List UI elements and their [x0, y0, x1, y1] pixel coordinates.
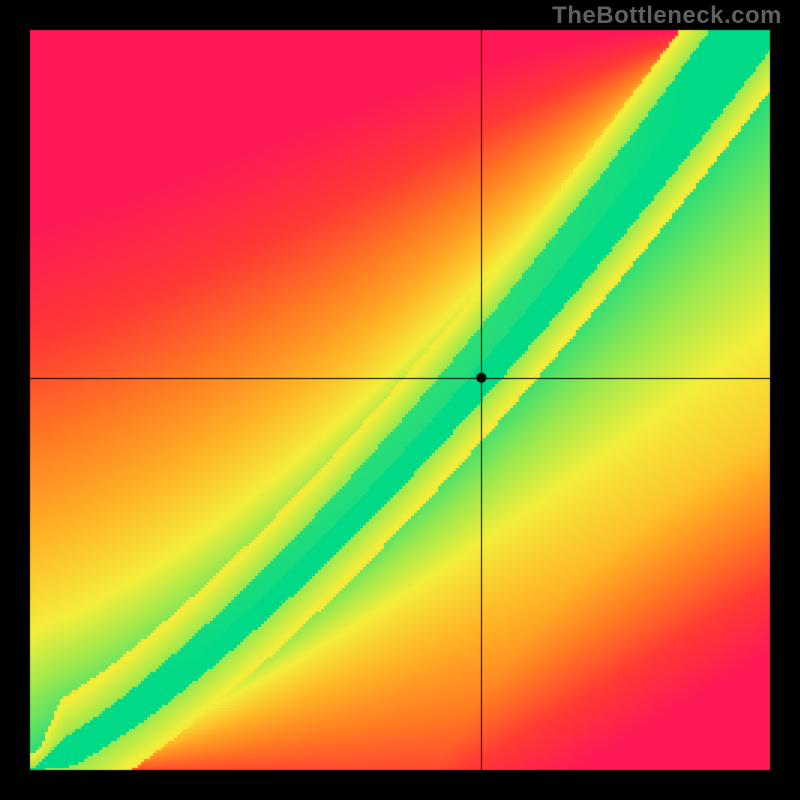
- bottleneck-heatmap: [0, 0, 800, 800]
- watermark-text: TheBottleneck.com: [552, 2, 782, 30]
- chart-container: TheBottleneck.com: [0, 0, 800, 800]
